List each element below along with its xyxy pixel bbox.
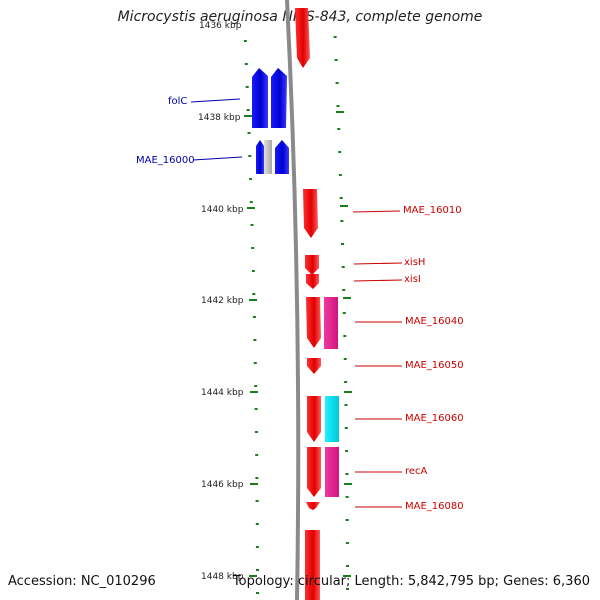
tick-column-right [333, 36, 349, 590]
label-MAE_16000[interactable]: MAE_16000 [136, 155, 195, 166]
minor-tick-right [338, 151, 342, 153]
gene-MAE_16080[interactable] [306, 502, 320, 510]
kbp-label-1438: 1438 kbp [198, 113, 241, 123]
label-MAE_16000-group: MAE_16000 [136, 155, 243, 166]
gene-recA[interactable] [307, 447, 339, 497]
minor-tick-right [334, 59, 338, 61]
minor-tick-left [249, 178, 253, 180]
minor-tick-left [255, 454, 259, 456]
label-xisH[interactable]: xisH [404, 257, 425, 268]
gene-folC[interactable] [252, 68, 287, 128]
minor-tick-right [344, 404, 348, 406]
kbp-label-1448: 1448 kbp [201, 572, 244, 582]
minor-tick-right [341, 266, 345, 268]
minor-tick-left [243, 40, 247, 42]
minor-tick-right [344, 427, 348, 429]
minor-tick-right [338, 174, 342, 176]
gene-MAE_16060[interactable] [307, 396, 339, 442]
kbp-label-1446: 1446 kbp [201, 480, 244, 490]
minor-tick-left [253, 339, 257, 341]
minor-tick-left [249, 201, 253, 203]
label-MAE_16040[interactable]: MAE_16040 [405, 316, 464, 327]
gene-MAE_16040[interactable] [306, 297, 338, 349]
kbp-label-1440: 1440 kbp [201, 205, 244, 215]
minor-tick-right [337, 128, 341, 130]
minor-tick-right [345, 519, 349, 521]
minor-tick-right [339, 197, 343, 199]
minor-tick-left [255, 523, 259, 525]
minor-tick-left [255, 500, 259, 502]
minor-tick-left [251, 247, 255, 249]
tick-column-left [243, 40, 259, 594]
minor-tick-left [247, 132, 251, 134]
topology-info-text: Topology: circular; Length: 5,842,795 bp… [232, 574, 590, 589]
kbp-label-1442: 1442 kbp [201, 296, 244, 306]
minor-tick-left [250, 224, 254, 226]
minor-tick-right [342, 312, 346, 314]
minor-tick-right [333, 36, 337, 38]
kbp-label-1436: 1436 kbp [199, 21, 242, 31]
kbp-label-1444: 1444 kbp [201, 388, 244, 398]
minor-tick-right [345, 496, 349, 498]
minor-tick-right [341, 243, 344, 245]
minor-tick-right [336, 105, 340, 107]
gene-arrow-top[interactable] [295, 8, 310, 68]
label-xisI[interactable]: xisI [404, 274, 421, 285]
gene-MAE_16050[interactable] [307, 358, 321, 374]
minor-tick-right [340, 220, 344, 222]
minor-tick-right [345, 473, 349, 475]
major-ticks-left [244, 115, 258, 577]
minor-tick-left [254, 431, 258, 433]
minor-tick-left [248, 155, 252, 157]
label-MAE_16060[interactable]: MAE_16060 [405, 413, 464, 424]
minor-tick-right [346, 565, 349, 567]
minor-tick-right [343, 335, 347, 337]
label-folC-group: folC [168, 96, 241, 107]
gene-MAE_16000[interactable] [256, 140, 289, 174]
major-ticks-right [336, 111, 352, 577]
minor-tick-right [335, 82, 339, 84]
minor-tick-left [254, 385, 258, 387]
gene-arrow-bottom[interactable] [305, 530, 320, 600]
minor-tick-right [343, 358, 347, 360]
gene-xisH[interactable] [305, 255, 319, 275]
minor-tick-left [251, 270, 255, 272]
minor-tick-right [345, 542, 349, 544]
gene-MAE_16010[interactable] [303, 189, 318, 238]
minor-tick-left [256, 592, 259, 594]
right-leader-lines [352, 210, 403, 508]
minor-tick-right [344, 381, 348, 383]
minor-tick-left [256, 569, 259, 571]
minor-tick-right [346, 588, 349, 590]
minor-tick-left [253, 362, 257, 364]
minor-tick-right [345, 450, 349, 452]
label-recA[interactable]: recA [405, 466, 428, 477]
label-folC[interactable]: folC [168, 96, 187, 107]
label-MAE_16080[interactable]: MAE_16080 [405, 501, 464, 512]
minor-tick-left [246, 109, 250, 111]
gene-xisI[interactable] [306, 274, 319, 289]
minor-tick-right [342, 289, 346, 291]
minor-tick-left [252, 316, 256, 318]
minor-tick-left [252, 293, 256, 295]
accession-text: Accession: NC_010296 [8, 574, 156, 589]
minor-tick-left [245, 86, 249, 88]
minor-tick-left [255, 477, 259, 479]
label-MAE_16050[interactable]: MAE_16050 [405, 360, 464, 371]
genome-backbone [285, 0, 301, 600]
minor-tick-left [254, 408, 258, 410]
minor-tick-left [255, 546, 259, 548]
label-MAE_16010[interactable]: MAE_16010 [403, 205, 462, 216]
minor-tick-left [244, 63, 248, 65]
